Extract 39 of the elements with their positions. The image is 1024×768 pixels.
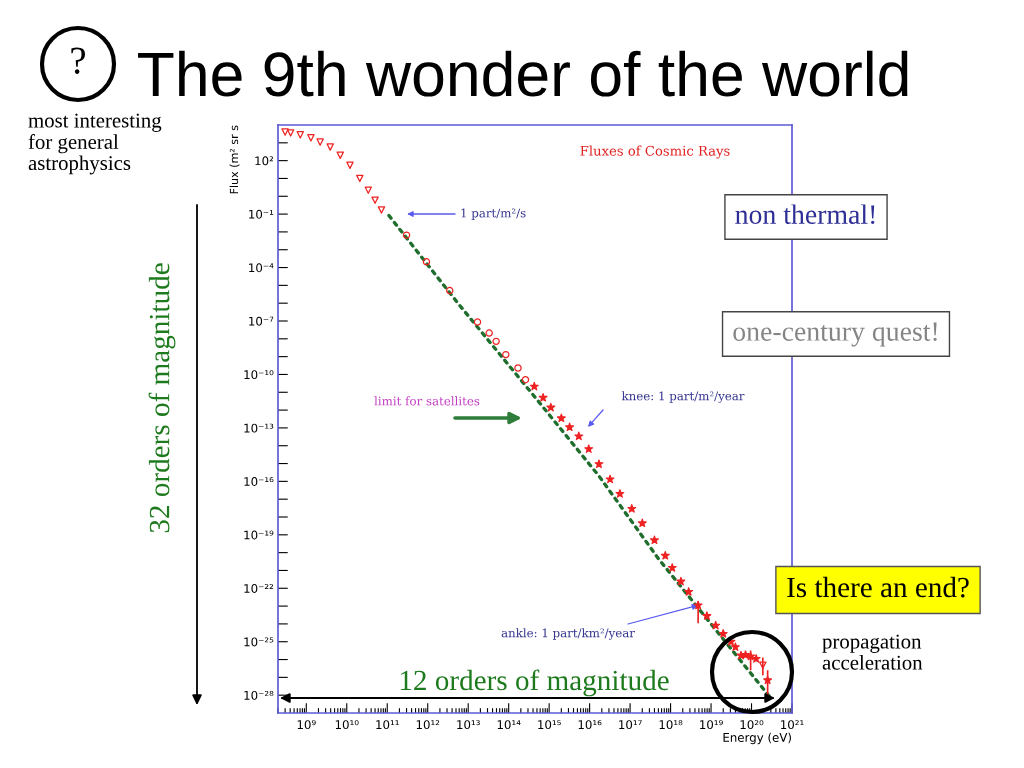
y-tick-label: 10⁻¹³: [244, 423, 274, 433]
annotation: 1 part/m²/s: [461, 208, 526, 220]
x-tick-label: 10²⁰: [740, 720, 764, 730]
y-tick-label: 10⁻¹: [249, 209, 274, 219]
text: propagation acceleration: [822, 634, 923, 670]
annotation: one-century quest!: [733, 322, 937, 347]
text: ?: [71, 47, 86, 74]
x-tick-label: 10¹²: [416, 720, 440, 730]
x-tick-label: 10¹⁴: [497, 720, 521, 730]
x-tick-label: 10¹³: [457, 720, 480, 730]
annotation: Is there an end?: [787, 576, 969, 598]
y-tick-label: 10⁻²⁵: [244, 637, 274, 647]
y-tick-label: 10⁻¹⁶: [244, 477, 274, 487]
x-tick-label: 10¹⁹: [700, 720, 723, 730]
x-tick-label: 10¹⁰: [335, 720, 359, 730]
x-tick-label: 10¹⁸: [659, 720, 683, 730]
text: 32 orders of magnitude: [148, 263, 176, 533]
y-tick-label: 10⁻¹⁰: [244, 370, 274, 380]
y-tick-label: 10⁻⁴: [249, 263, 274, 273]
y-tick-label: 10⁻²²: [244, 584, 274, 593]
annotation: limit for satellites: [374, 396, 480, 406]
y-axis-title: Flux (m² sr s: [229, 125, 240, 194]
x-tick-label: 10¹⁶: [578, 720, 602, 730]
y-tick-label: 10⁻²⁸: [244, 690, 274, 700]
y-tick-label: 10⁻¹⁹: [244, 530, 274, 540]
x-tick-label: 10¹⁷: [619, 720, 642, 730]
y-tick-label: 10⁻⁷: [249, 316, 274, 326]
x-axis-title: Energy (eV): [723, 732, 791, 745]
annotation: 12 orders of magnitude: [400, 669, 669, 697]
x-tick-label: 10⁹: [297, 720, 316, 730]
annotation: Fluxes of Cosmic Rays: [580, 145, 730, 159]
x-tick-label: 10¹¹: [376, 720, 399, 730]
annotation: non thermal!: [735, 204, 875, 225]
text: most interesting for general astrophysics: [28, 113, 162, 175]
annotation: knee: 1 part/m²/year: [621, 391, 745, 403]
y-tick-label: 10²: [255, 156, 274, 166]
chart-title: The 9th wonder of the world: [138, 50, 908, 97]
x-tick-label: 10²¹: [781, 720, 804, 730]
x-tick-label: 10¹⁵: [538, 720, 561, 730]
